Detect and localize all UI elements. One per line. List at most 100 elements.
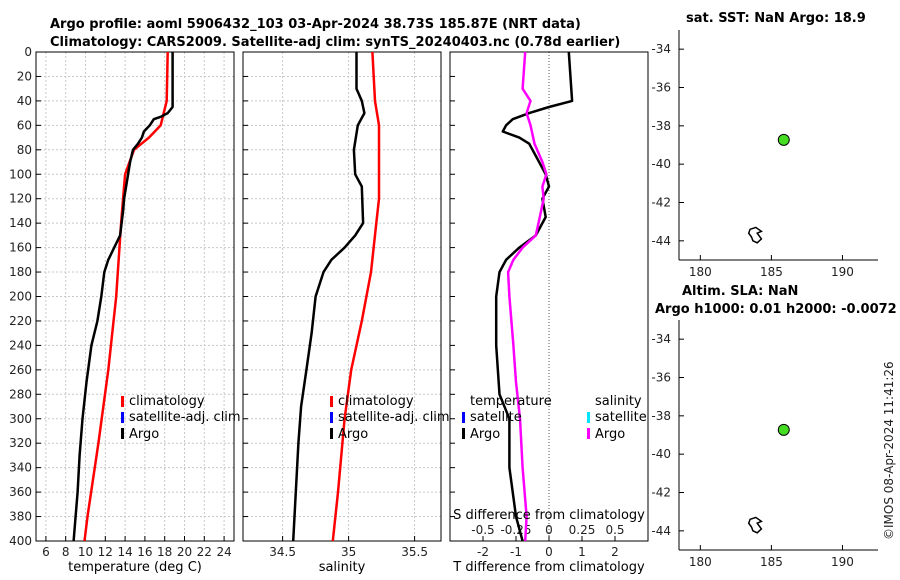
x-tick-label: 22 (197, 545, 212, 559)
y-tick-label: 160 (9, 241, 32, 255)
x-tick-label: 16 (137, 545, 152, 559)
axes-frame (449, 51, 649, 542)
top-x-tick-label: -0.5 (471, 523, 494, 537)
y-tick-label: 200 (9, 290, 32, 304)
legend-swatch-s-argo (587, 428, 590, 439)
legend-swatch-argo (330, 428, 333, 439)
x-tick-label: 0 (545, 545, 553, 559)
top-x-tick-label: -0.25 (500, 523, 531, 537)
x-tick-label: 12 (98, 545, 113, 559)
legend-heading-temperature: temperature (470, 394, 552, 409)
map-y-tick-label: -36 (651, 81, 671, 95)
float-position-marker (777, 133, 790, 146)
coastline (747, 516, 763, 534)
y-tick-label: 380 (9, 510, 32, 524)
y-tick-label: 300 (9, 412, 32, 426)
salinity-xlabel: salinity (319, 560, 366, 575)
salinity-legend: climatology satellite-adj. clim Argo (330, 394, 450, 442)
y-tick-label: 80 (17, 143, 32, 157)
x-tick-label: 6 (42, 545, 50, 559)
y-tick-label: 20 (17, 69, 32, 83)
y-tick-label: 100 (9, 167, 32, 181)
top-x-tick-label: 0.25 (569, 523, 596, 537)
sst-map-title: sat. SST: NaN Argo: 18.9 (686, 11, 866, 26)
legend-heading-salinity: salinity (595, 394, 642, 409)
y-tick-label: 400 (9, 534, 32, 548)
series-argo (72, 52, 174, 542)
sla-map-title-line2: Argo h1000: 0.01 h2000: -0.0072 (655, 302, 897, 317)
x-tick-label: 24 (216, 545, 231, 559)
legend-swatch-t-satellite (462, 412, 465, 423)
legend-label-t-satellite: satellite (470, 410, 522, 425)
y-tick-label: 340 (9, 461, 32, 475)
map-y-tick-label: -38 (651, 119, 671, 133)
map-y-tick-label: -36 (651, 371, 671, 385)
temperature-xlabel: temperature (deg C) (68, 560, 202, 575)
y-tick-label: 0 (24, 45, 32, 59)
diff-top-xlabel: S difference from climatology (453, 508, 645, 523)
x-tick-label: 10 (78, 545, 93, 559)
map-y-tick-label: -38 (651, 409, 671, 423)
map-x-tick-label: 185 (760, 555, 783, 569)
y-tick-label: 60 (17, 118, 32, 132)
y-tick-label: 120 (9, 192, 32, 206)
x-tick-label: 14 (117, 545, 132, 559)
map-y-tick-label: -44 (651, 234, 671, 248)
legend-label-argo: Argo (129, 427, 159, 442)
map-y-tick-label: -44 (651, 524, 671, 538)
series-argo (291, 52, 366, 542)
map-x-tick-label: 190 (831, 555, 854, 569)
main-title-line2: Climatology: CARS2009. Satellite-adj cli… (50, 35, 620, 50)
main-title-line1: Argo profile: aoml 5906432_103 03-Apr-20… (50, 17, 581, 32)
legend-swatch-s-satellite (587, 412, 590, 423)
sst-map-panel: -34 -36 -38 -40 -42 -44 180 185 190 (651, 30, 878, 279)
x-tick-label: 35.5 (401, 545, 428, 559)
y-tick-label: 260 (9, 363, 32, 377)
difference-legend: temperature satellite Argo salinity sate… (462, 394, 647, 442)
legend-swatch-climatology (330, 396, 333, 407)
map-y-tick-label: -40 (651, 157, 671, 171)
temperature-legend: climatology satellite-adj. clim Argo (121, 394, 241, 442)
legend-label-satellite: satellite-adj. clim (129, 410, 241, 425)
watermark: ©IMOS 08-Apr-2024 11:41:26 (882, 361, 896, 540)
y-tick-label: 320 (9, 436, 32, 450)
x-tick-label: 2 (611, 545, 619, 559)
map-x-tick-label: 185 (760, 265, 783, 279)
sla-map-panel: -34 -36 -38 -40 -42 -44 180 185 190 (651, 320, 878, 569)
x-tick-label: 35 (341, 545, 356, 559)
top-x-tick-label: 0.5 (605, 523, 624, 537)
series-climatology (331, 51, 381, 542)
y-tick-label: 220 (9, 314, 32, 328)
y-tick-label: 40 (17, 94, 32, 108)
map-y-tick-label: -34 (651, 332, 671, 346)
legend-label-climatology: climatology (338, 394, 414, 409)
x-tick-label: 18 (157, 545, 172, 559)
float-position-marker (777, 423, 790, 436)
map-x-tick-label: 190 (831, 265, 854, 279)
sla-map-title-line1: Altim. SLA: NaN (682, 284, 798, 299)
series-t-argo (494, 51, 574, 542)
top-x-tick-label: 0 (545, 523, 553, 537)
legend-label-satellite: satellite-adj. clim (338, 410, 450, 425)
x-tick-label: 8 (62, 545, 70, 559)
y-tick-label: 140 (9, 216, 32, 230)
map-y-tick-label: -42 (651, 486, 671, 500)
y-tick-label: 360 (9, 485, 32, 499)
legend-swatch-t-argo (462, 428, 465, 439)
legend-label-t-argo: Argo (470, 427, 500, 442)
map-x-tick-label: 180 (689, 265, 712, 279)
salinity-panel: 34.5 35 35.5 (242, 51, 442, 559)
map-y-tick-label: -34 (651, 42, 671, 56)
legend-label-argo: Argo (338, 427, 368, 442)
map-x-tick-label: 180 (689, 555, 712, 569)
x-tick-label: -2 (477, 545, 489, 559)
map-y-tick-label: -40 (651, 447, 671, 461)
y-tick-label: 240 (9, 338, 32, 352)
x-tick-label: 34.5 (269, 545, 296, 559)
legend-label-s-argo: Argo (595, 427, 625, 442)
x-tick-label: 1 (578, 545, 586, 559)
temperature-panel: 6 8 10 12 14 16 18 20 22 240204060801001201401601… (9, 45, 235, 559)
legend-swatch-argo (121, 428, 124, 439)
x-tick-label: 20 (177, 545, 192, 559)
